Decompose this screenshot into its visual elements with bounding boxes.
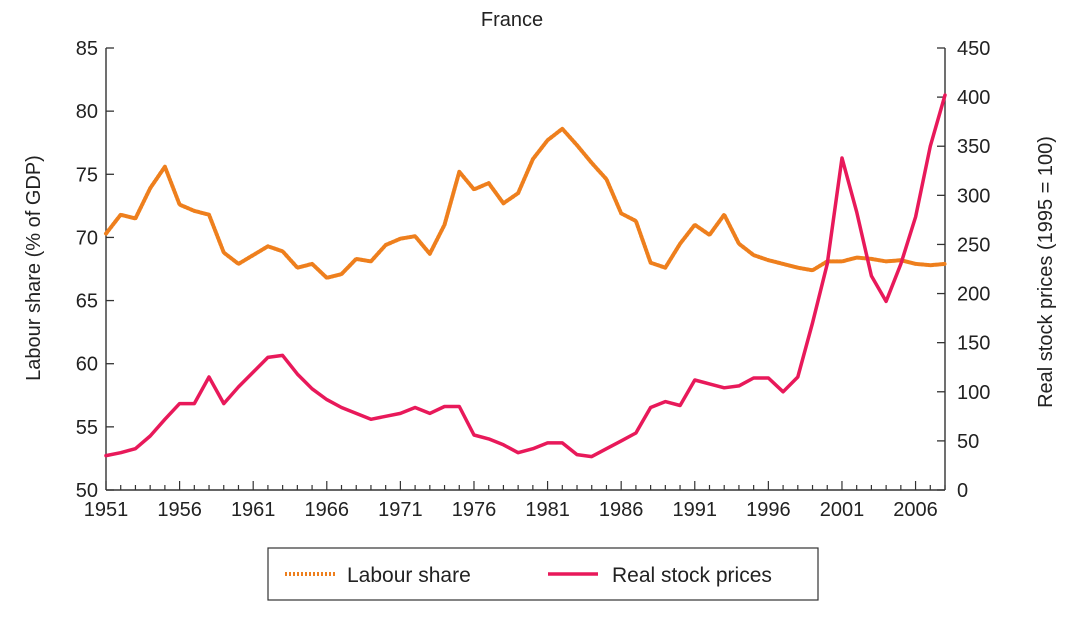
legend: Labour share Real stock prices [267,547,819,601]
left-y-tick-label: 60 [76,354,98,376]
left-y-tick-label: 75 [76,164,98,186]
right-y-tick-label: 100 [957,382,990,404]
right-y-tick-label: 200 [957,284,990,306]
plot-frame [105,48,946,491]
left-axis-label: Labour share (% of GDP) [23,155,45,381]
series-line-real-stock-prices [104,93,947,459]
x-tick-label: 1966 [305,499,350,521]
left-y-tick-label: 70 [76,227,98,249]
x-tick-label: 1976 [452,499,497,521]
right-y-tick-label: 50 [957,431,979,453]
left-y-ticks: 50 55 60 65 70 75 80 85 [76,38,114,502]
right-y-tick-label: 250 [957,234,990,256]
right-axis-label: Real stock prices (1995 = 100) [1035,136,1057,408]
x-tick-label: 1971 [378,499,423,521]
x-tick-label: 1951 [84,499,129,521]
right-y-tick-label: 450 [957,38,990,60]
x-tick-label: 1986 [599,499,644,521]
x-tick-label: 1956 [157,499,202,521]
x-tick-label: 1996 [746,499,791,521]
left-y-tick-label: 50 [76,480,98,502]
x-tick-label: 2001 [820,499,865,521]
x-tick-label: 1981 [525,499,570,521]
series-line-labour-share [104,126,947,280]
left-y-tick-label: 80 [76,101,98,123]
right-y-tick-label: 350 [957,136,990,158]
series-layer [104,93,947,459]
x-tick-label: 1991 [673,499,718,521]
right-y-tick-label: 300 [957,185,990,207]
x-tick-label: 1961 [231,499,276,521]
chart-title: France [481,9,543,31]
left-y-tick-label: 85 [76,38,98,60]
legend-label-labour-share: Labour share [347,564,471,587]
legend-label-real-stock-prices: Real stock prices [612,564,772,587]
x-tick-label: 2006 [893,499,938,521]
left-y-tick-label: 65 [76,291,98,313]
right-y-tick-label: 150 [957,333,990,355]
right-y-tick-label: 400 [957,87,990,109]
right-y-ticks: 0 50 100 150 200 250 300 350 400 450 [937,38,990,502]
left-y-tick-label: 55 [76,417,98,439]
x-ticks: 1951 1956 1961 1966 1971 1976 1981 1986 1991 1996… [84,481,946,521]
right-y-tick-label: 0 [957,480,968,502]
legend-box [267,547,819,601]
